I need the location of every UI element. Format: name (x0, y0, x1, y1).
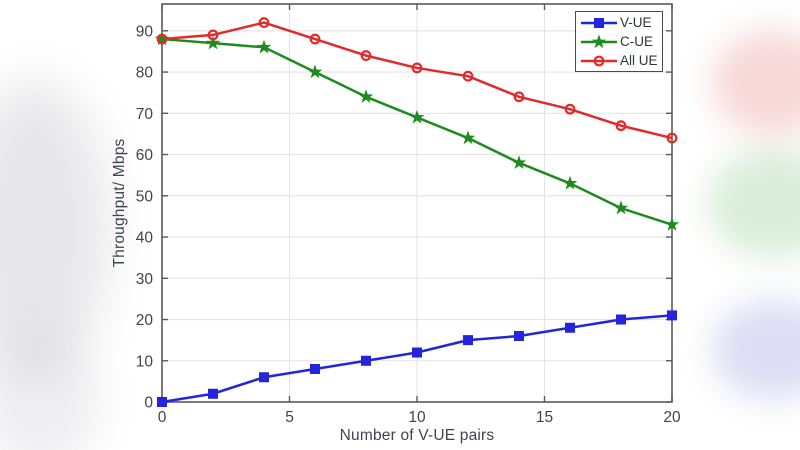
marker-star (307, 64, 323, 79)
legend-item-All UE: All UE (580, 52, 662, 70)
marker-square (361, 355, 371, 366)
marker-square (208, 388, 218, 399)
y-tick-label: 30 (136, 271, 154, 288)
y-tick-label: 60 (136, 147, 154, 164)
marker-square (157, 397, 167, 407)
marker-star (256, 39, 272, 54)
background-blur-red (712, 30, 800, 135)
series-line-All UE (161, 21, 673, 140)
marker-circle (513, 91, 525, 103)
marker-square (667, 310, 677, 321)
legend-swatch-square (581, 17, 617, 28)
y-tick-label: 50 (136, 188, 154, 205)
legend-marker-star-icon (591, 33, 607, 48)
x-tick-label: 15 (536, 409, 553, 426)
marker-star (409, 109, 425, 124)
marker-square (463, 335, 473, 346)
marker-square (565, 322, 575, 333)
legend-label: C-UE (620, 34, 653, 49)
y-tick-label: 20 (136, 312, 154, 329)
x-tick-label: 0 (158, 409, 167, 426)
marker-circle (564, 103, 576, 115)
legend: V-UE C-UE All UE (575, 11, 663, 72)
marker-circle (258, 17, 270, 28)
marker-star (562, 175, 578, 190)
marker-circle (666, 132, 678, 144)
series-markers-V-UE (157, 310, 677, 407)
legend-label: All UE (620, 53, 658, 68)
marker-circle (207, 29, 219, 41)
x-axis-label: Number of V-UE pairs (339, 427, 495, 444)
marker-star (613, 200, 629, 215)
marker-square (310, 364, 320, 375)
x-tick-label: 5 (285, 409, 294, 426)
legend-label: V-UE (620, 15, 652, 30)
marker-circle (411, 62, 423, 74)
legend-marker-square-icon (594, 17, 604, 28)
legend-marker-circle-icon (593, 55, 605, 66)
marker-star (358, 89, 374, 103)
legend-swatch-circle (581, 55, 617, 66)
marker-circle (156, 33, 168, 45)
y-tick-label: 0 (144, 395, 153, 412)
marker-star (460, 130, 476, 145)
marker-circle (615, 120, 627, 132)
legend-swatch-star (581, 33, 617, 48)
marker-square (514, 331, 524, 342)
legend-item-V-UE: V-UE (580, 14, 662, 32)
y-tick-label: 80 (136, 65, 154, 82)
marker-circle (462, 70, 474, 82)
legend-item-C-UE: C-UE (580, 33, 662, 51)
marker-square (412, 347, 422, 358)
marker-star (205, 35, 221, 50)
y-axis-label: Throughput/ Mbps (111, 138, 128, 268)
y-tick-label: 40 (136, 230, 154, 247)
series-markers-All UE (156, 17, 678, 144)
x-tick-label: 10 (408, 409, 426, 426)
marker-circle (309, 33, 321, 45)
marker-star (664, 217, 680, 231)
marker-square (259, 372, 269, 383)
x-tick-label: 20 (663, 409, 681, 426)
y-tick-label: 10 (136, 353, 154, 370)
y-tick-label: 70 (136, 106, 154, 123)
marker-circle (360, 50, 372, 61)
marker-square (616, 314, 626, 325)
series-markers-C-UE (154, 31, 680, 231)
marker-star (154, 31, 170, 46)
marker-star (511, 155, 527, 169)
y-tick-label: 90 (136, 23, 154, 40)
